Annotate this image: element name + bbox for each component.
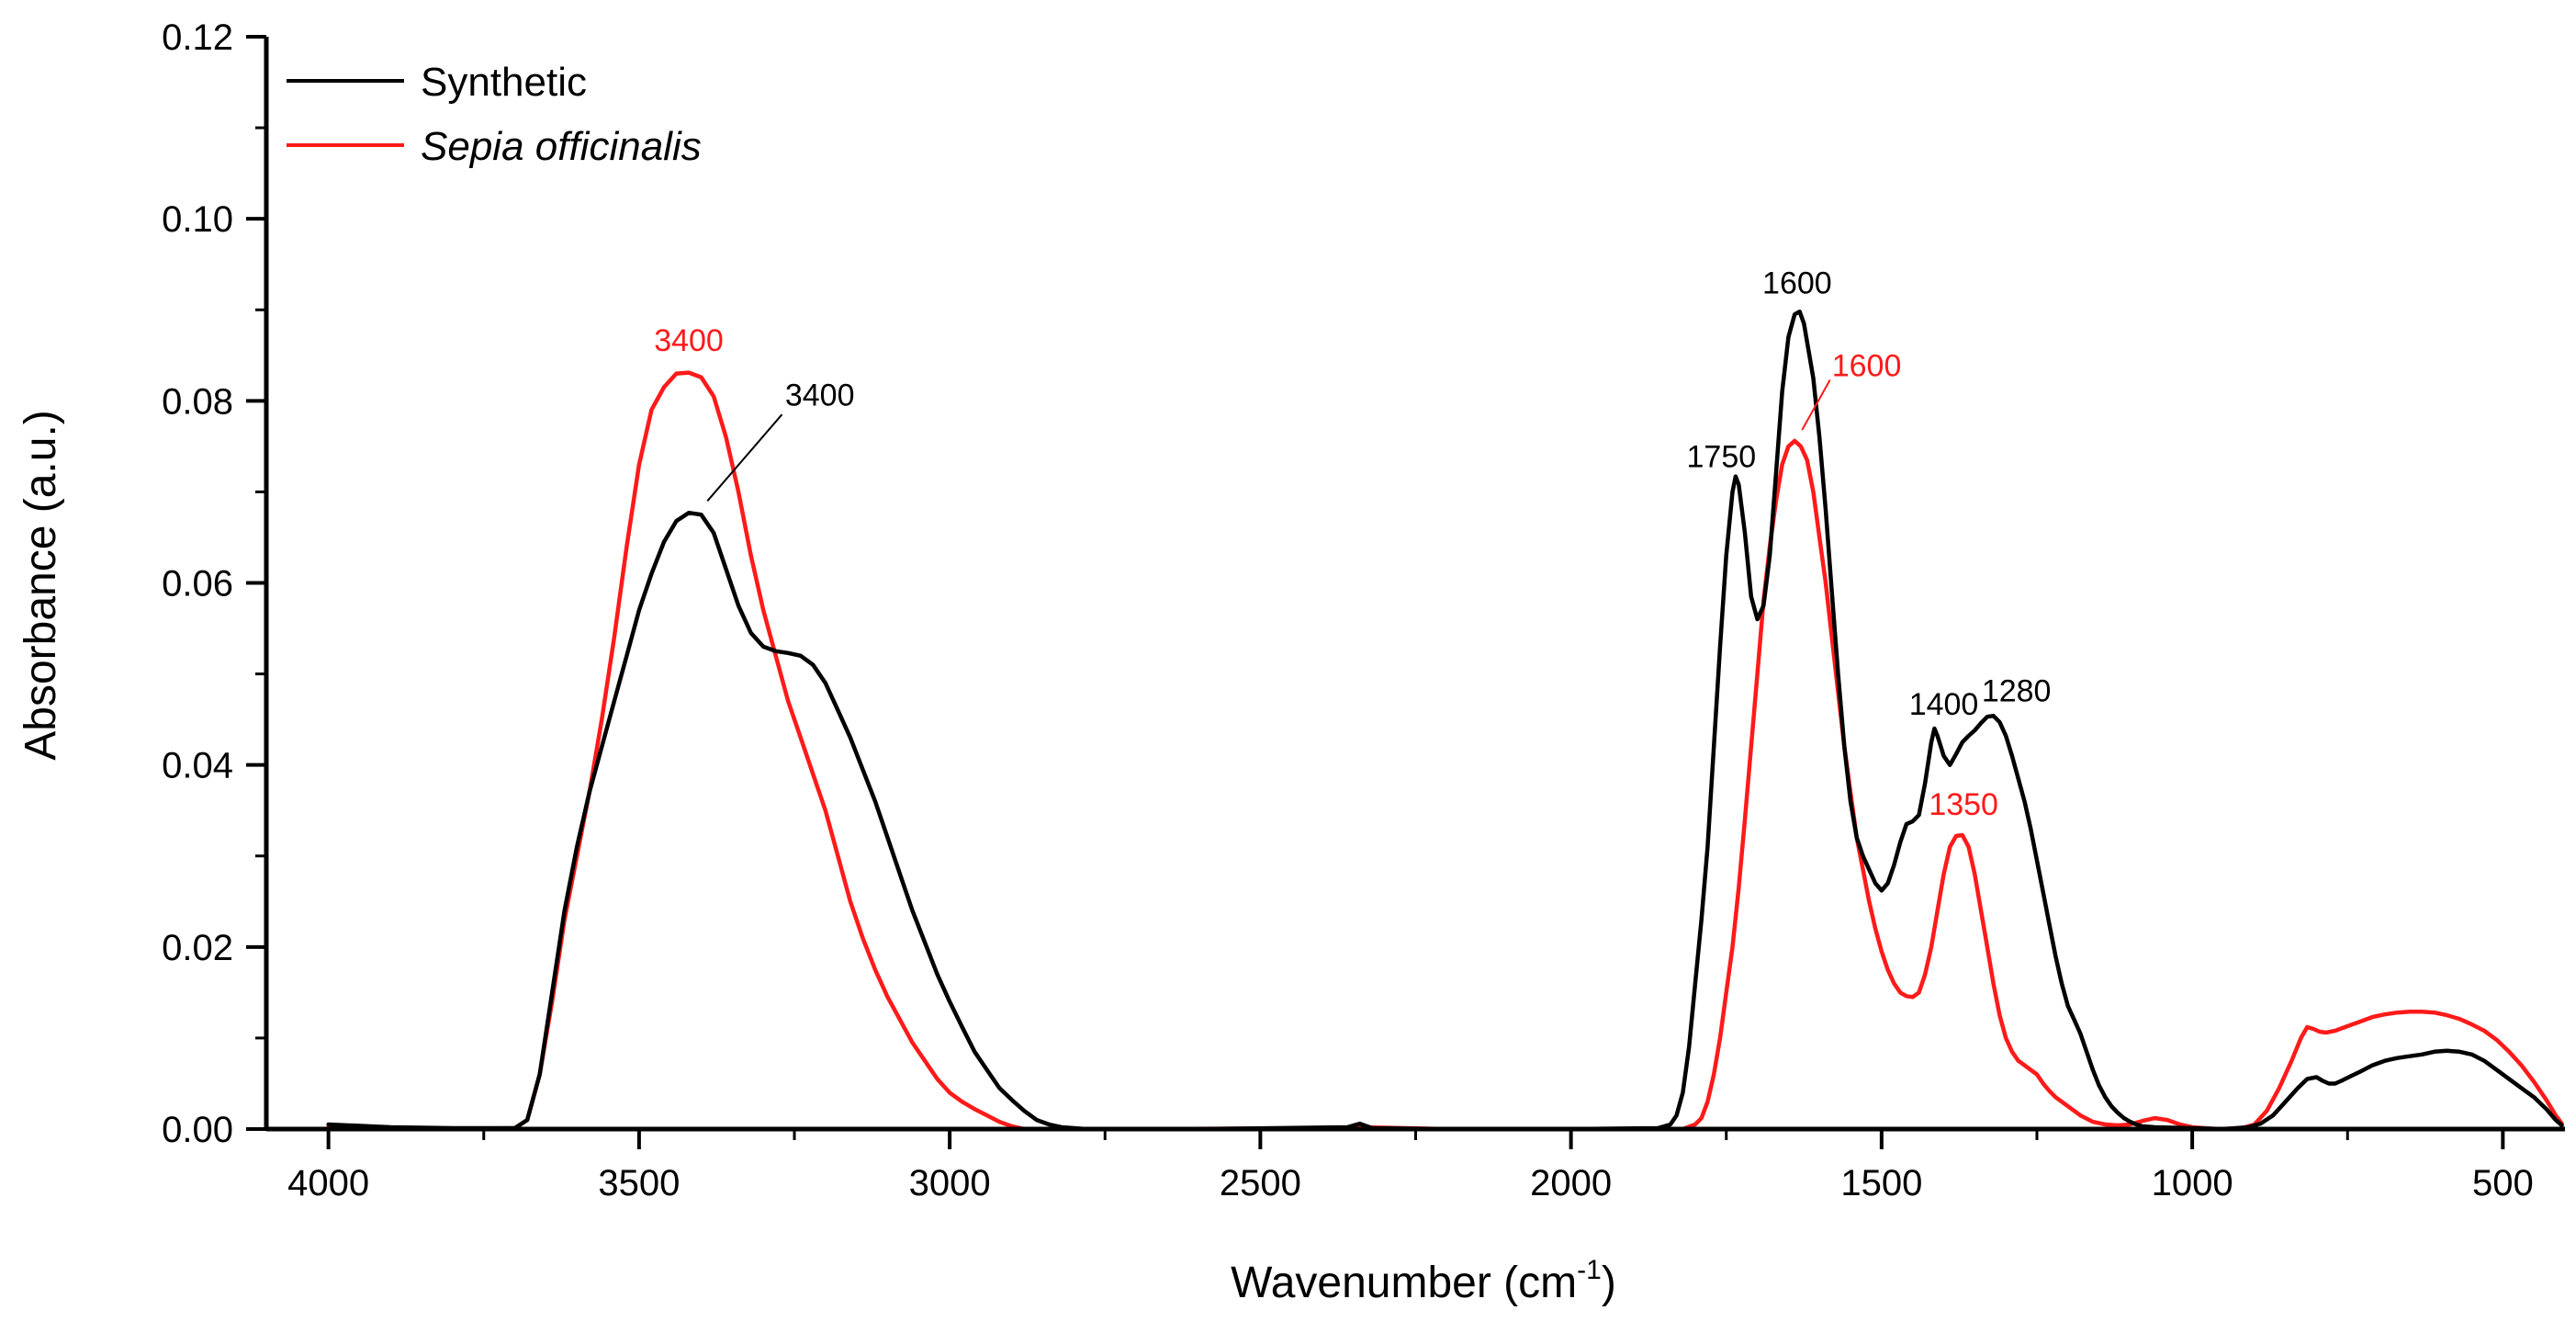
peak-label-1400: 1400: [1909, 687, 1979, 722]
y-tick-label: 0.06: [162, 564, 233, 604]
x-tick-label: 2500: [1220, 1163, 1301, 1203]
peak-label-1600: 1600: [1832, 349, 1902, 384]
x-tick-label: 1000: [2152, 1163, 2233, 1203]
peak-label-3400: 3400: [654, 323, 724, 358]
x-tick-label: 2000: [1530, 1163, 1612, 1203]
peak-leader-line: [706, 413, 783, 502]
legend-item-synthetic: Synthetic: [287, 60, 587, 105]
legend: Synthetic Sepia officinalis: [287, 60, 702, 169]
y-tick-label: 0.00: [162, 1110, 233, 1150]
peak-label-1750: 1750: [1687, 440, 1757, 475]
peak-label-1280: 1280: [1982, 673, 2052, 708]
x-axis-unit-superscript: -1: [1577, 1255, 1602, 1285]
x-tick-label: 3000: [909, 1163, 991, 1203]
peak-label-3400: 3400: [785, 378, 855, 412]
y-axis-title: Absorbance (a.u.): [17, 410, 65, 761]
plot-area: 3400 3400 1600 1600 1750 1400 1280 1350 4000 350…: [162, 17, 2565, 1203]
series-layer: [326, 309, 2564, 1132]
x-axis-title: Wavenumber (cm-1): [1231, 1255, 1616, 1307]
y-tick-label: 0.12: [162, 17, 233, 58]
annotation-layer: 3400 3400 1600 1600 1750 1400 1280 1350: [654, 265, 2051, 822]
x-tick-label: 3500: [598, 1163, 680, 1203]
series-line-sepia-officinalis: [326, 370, 2564, 1132]
peak-label-1600: 1600: [1762, 265, 1832, 300]
y-tick-label: 0.04: [162, 746, 233, 786]
x-tick-label: 1500: [1840, 1163, 1922, 1203]
y-tick-label: 0.10: [162, 199, 233, 240]
x-ticks: 4000 3500 3000 2500 2000 1500 1000 500: [287, 1129, 2534, 1203]
y-tick-label: 0.08: [162, 381, 233, 422]
peak-leader-line: [1801, 379, 1831, 431]
legend-item-sepia-officinalis: Sepia officinalis: [287, 124, 702, 169]
y-tick-label: 0.02: [162, 928, 233, 968]
series-line-synthetic: [326, 309, 2564, 1132]
peak-label-1350: 1350: [1929, 787, 1998, 822]
x-tick-label: 500: [2472, 1163, 2534, 1203]
legend-label-synthetic: Synthetic: [421, 60, 587, 105]
y-ticks: 0.00 0.02 0.04 0.06 0.08 0.10 0.12: [162, 17, 266, 1150]
x-tick-label: 4000: [287, 1163, 369, 1203]
legend-label-sepia-officinalis: Sepia officinalis: [421, 124, 702, 169]
